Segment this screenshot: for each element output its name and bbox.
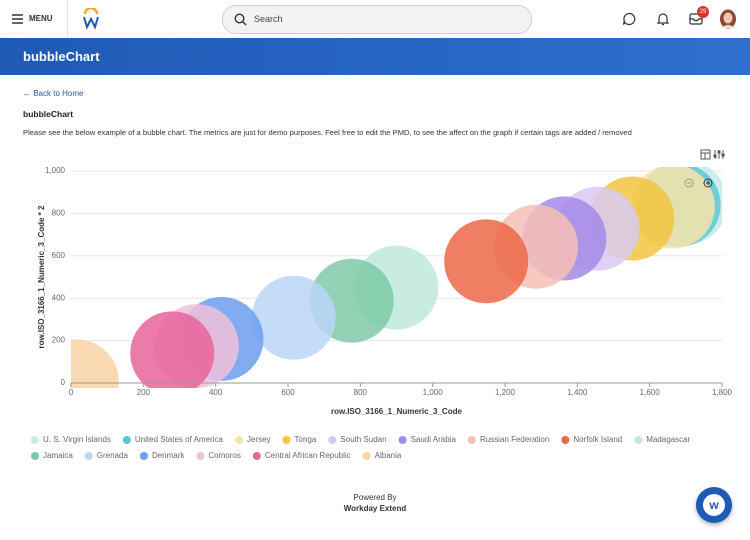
legend-item[interactable]: Jersey xyxy=(234,435,271,444)
x-tick-label: 1,600 xyxy=(640,388,661,397)
menu-button[interactable]: MENU xyxy=(12,13,72,32)
legend-swatch xyxy=(282,436,291,444)
x-tick-label: 1,200 xyxy=(495,388,516,397)
legend-item[interactable]: South Sudan xyxy=(328,435,387,444)
legend-label: Russian Federation xyxy=(480,435,549,444)
legend-item[interactable]: Saudi Arabia xyxy=(398,435,457,444)
legend-item[interactable]: United States of America xyxy=(122,435,224,444)
x-tick-label: 800 xyxy=(354,388,368,397)
bubble[interactable] xyxy=(251,275,336,360)
inbox-badge: 29 xyxy=(697,6,709,18)
legend-label: Denmark xyxy=(152,451,185,460)
legend-swatch xyxy=(31,436,39,444)
legend-item[interactable]: U. S. Virgin Islands xyxy=(31,435,111,444)
y-tick-label: 600 xyxy=(52,251,66,260)
legend-swatch xyxy=(467,436,476,444)
legend-item[interactable]: Russian Federation xyxy=(467,435,549,444)
legend-item[interactable]: Central African Republic xyxy=(252,451,351,460)
legend-item[interactable]: Madagascar xyxy=(634,435,691,444)
search-icon xyxy=(234,13,247,26)
legend-label: Tonga xyxy=(295,435,317,444)
legend-swatch xyxy=(252,452,261,460)
x-tick-label: 0 xyxy=(69,388,74,397)
x-tick-label: 1,000 xyxy=(423,388,444,397)
chat-icon[interactable] xyxy=(622,12,636,26)
assistant-button[interactable]: w xyxy=(696,487,732,523)
legend-label: Norfolk Island xyxy=(573,435,622,444)
top-bar: MENU Search 29 xyxy=(0,0,750,39)
search-box[interactable]: Search xyxy=(222,5,532,34)
legend-item[interactable]: Norfolk Island xyxy=(561,435,622,444)
legend-label: Jersey xyxy=(247,435,271,444)
divider xyxy=(67,0,68,38)
legend-label: Comoros xyxy=(208,451,240,460)
y-tick-label: 200 xyxy=(52,336,66,345)
bubble-chart: 0 200 400 600 800 1,000 0 200 400 600 800 1,000 1,20… xyxy=(31,166,733,460)
legend-swatch xyxy=(139,452,148,460)
legend-item[interactable]: Albania xyxy=(362,451,402,460)
avatar[interactable] xyxy=(719,9,737,29)
bubble[interactable] xyxy=(444,219,529,304)
powered-by: Powered By xyxy=(353,493,397,502)
legend-swatch xyxy=(362,452,371,460)
legend-swatch xyxy=(398,436,407,444)
legend-swatch xyxy=(561,436,570,444)
legend-label: South Sudan xyxy=(340,435,386,444)
back-link[interactable]: ← Back to Home xyxy=(23,89,84,98)
x-tick-label: 600 xyxy=(281,388,295,397)
legend-label: U. S. Virgin Islands xyxy=(43,435,111,444)
description: Please see the below example of a bubble… xyxy=(23,128,632,137)
y-tick-label: 1,000 xyxy=(45,166,66,175)
y-tick-label: 800 xyxy=(52,209,66,218)
legend-swatch xyxy=(84,452,93,460)
y-tick-label: 400 xyxy=(52,293,66,302)
x-tick-label: 1,800 xyxy=(712,388,733,397)
axes: 0 200 400 600 800 1,000 0 200 400 600 800 1,000 1,20… xyxy=(37,166,732,416)
footer-brand: Workday Extend xyxy=(343,504,407,513)
legend: U. S. Virgin Islands United States of Ame… xyxy=(31,435,691,460)
legend-swatch xyxy=(122,436,131,444)
legend-label: Madagascar xyxy=(646,435,690,444)
legend-item[interactable]: Denmark xyxy=(139,451,185,460)
zoom-controls[interactable] xyxy=(684,178,713,188)
legend-label: Jamaica xyxy=(43,451,73,460)
y-tick-label: 0 xyxy=(61,378,66,387)
legend-swatch xyxy=(634,436,643,444)
legend-item[interactable]: Grenada xyxy=(84,451,129,460)
bell-icon[interactable] xyxy=(656,12,670,26)
page-banner: bubbleChart xyxy=(0,38,750,75)
chart-tools[interactable] xyxy=(700,149,726,161)
x-tick-label: 200 xyxy=(137,388,151,397)
assistant-logo: w xyxy=(703,494,725,516)
legend-swatch xyxy=(196,452,205,460)
legend-label: Albania xyxy=(375,451,402,460)
inbox-icon[interactable] xyxy=(689,13,703,25)
legend-label: Saudi Arabia xyxy=(411,435,457,444)
search-placeholder: Search xyxy=(254,14,283,24)
legend-label: United States of America xyxy=(135,435,224,444)
heading: bubbleChart xyxy=(23,109,74,119)
x-tick-label: 1,400 xyxy=(567,388,588,397)
legend-swatch xyxy=(31,452,39,460)
menu-label: MENU xyxy=(29,14,53,23)
legend-item[interactable]: Tonga xyxy=(282,435,317,444)
legend-swatch xyxy=(234,436,243,444)
bubbles xyxy=(35,167,722,423)
banner-title: bubbleChart xyxy=(23,49,100,64)
legend-label: Central African Republic xyxy=(265,451,351,460)
x-axis-title: row.ISO_3166_1_Numeric_3_Code xyxy=(331,407,462,416)
bubble[interactable] xyxy=(130,311,215,395)
legend-swatch xyxy=(328,436,337,444)
y-axis-title: row.ISO_3166_1_Numeric_3_Code * 2 xyxy=(37,205,46,348)
legend-item[interactable]: Comoros xyxy=(196,451,241,460)
logo[interactable] xyxy=(82,8,100,30)
bubble[interactable] xyxy=(35,339,119,423)
legend-label: Grenada xyxy=(97,451,129,460)
legend-item[interactable]: Jamaica xyxy=(31,451,73,460)
x-tick-label: 400 xyxy=(209,388,223,397)
menu-icon xyxy=(12,14,23,24)
